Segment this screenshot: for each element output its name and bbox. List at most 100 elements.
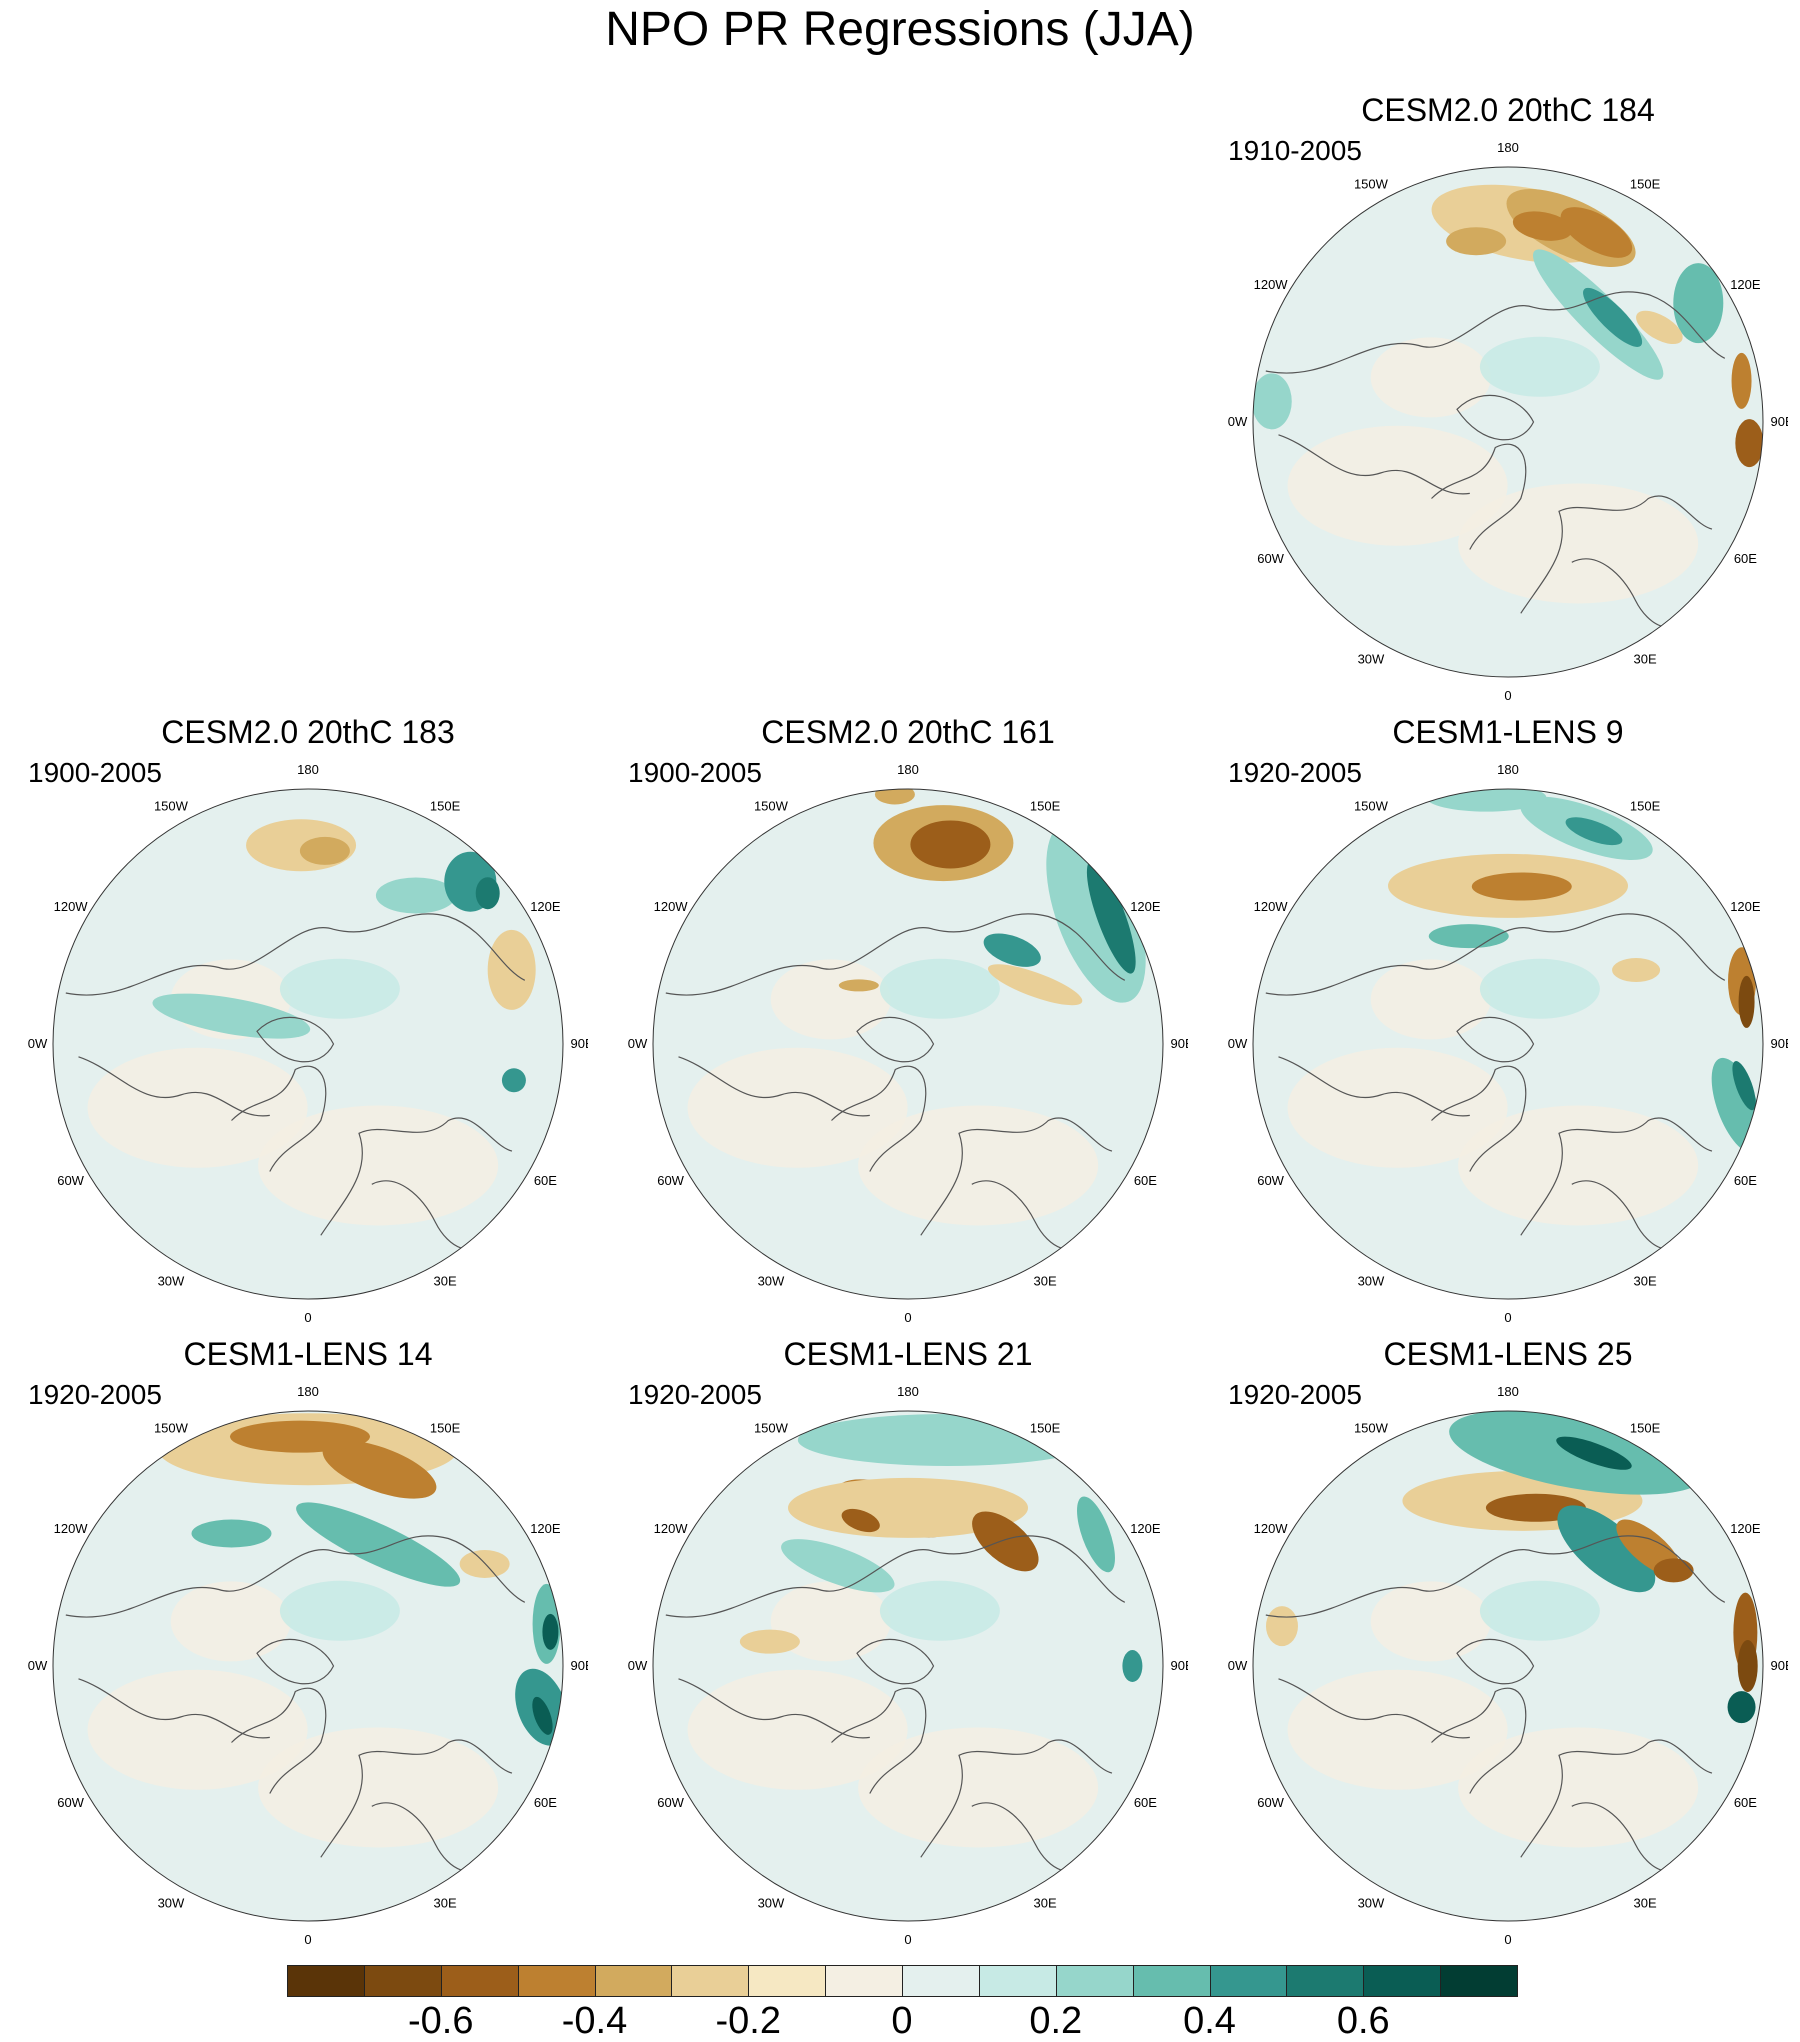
coastline: [1431, 1687, 1527, 1794]
anomaly-contour: [1735, 419, 1763, 468]
anomaly-patch: [858, 1727, 1099, 1848]
longitude-label: 150E: [1630, 1421, 1661, 1436]
longitude-label: 120W: [654, 1521, 689, 1536]
anomaly-patch: [1370, 337, 1491, 418]
anomaly-contour: [972, 1511, 1039, 1572]
anomaly-contour: [838, 979, 879, 992]
anomaly-contour: [874, 789, 915, 805]
coastline: [231, 1065, 327, 1172]
longitude-label: 90E: [1771, 1036, 1788, 1051]
map-panel: 180 150E 120E 90E 60E 30E 0 30W 60W 90W 120W 150W C…: [628, 712, 1188, 1332]
longitude-label: 150W: [154, 799, 189, 814]
colorbar-swatch: [363, 1965, 442, 1997]
longitude-label: 180: [1497, 762, 1519, 777]
longitude-label: 120W: [654, 899, 689, 914]
coastline: [1456, 1638, 1535, 1685]
colorbar-tick-label: -0.6: [408, 2000, 474, 2042]
anomaly-contour: [1446, 227, 1507, 256]
colorbar-swatch: [1132, 1965, 1211, 1997]
longitude-label: 60E: [534, 1173, 557, 1188]
colorbar-swatch: [825, 1965, 903, 1997]
anomaly-patch: [87, 1669, 308, 1790]
coastline: [920, 1739, 1113, 1858]
panel-title: CESM2.0 20thC 184: [1361, 92, 1655, 128]
longitude-label: 60W: [57, 1795, 84, 1810]
map-boundary: [1252, 1410, 1764, 1922]
longitude-label: 90E: [1171, 1036, 1188, 1051]
anomaly-contour: [296, 1502, 461, 1587]
anomaly-patch: [170, 1581, 291, 1662]
longitude-label: 90W: [1228, 1036, 1248, 1051]
coastline: [665, 1535, 1126, 1618]
anomaly-contour: [781, 1539, 895, 1593]
map-panel: 180 150E 120E 90E 60E 30E 0 30W 60W 90W 120W 150W C…: [1228, 712, 1788, 1332]
longitude-label: 90W: [28, 1658, 48, 1673]
longitude-label: 90W: [1228, 1658, 1248, 1673]
coastline: [78, 1678, 270, 1739]
longitude-label: 90E: [1771, 1658, 1788, 1673]
longitude-label: 60E: [1734, 1173, 1757, 1188]
longitude-label: 120W: [1254, 277, 1289, 292]
anomaly-contour: [1565, 817, 1623, 846]
longitude-label: 60W: [57, 1173, 84, 1188]
coastline: [856, 1638, 935, 1685]
longitude-label: 120W: [54, 899, 89, 914]
anomaly-patch: [770, 959, 891, 1040]
longitude-label: 60W: [1257, 551, 1284, 566]
colorbar-swatch: [1286, 1965, 1365, 1997]
longitude-label: 150W: [1354, 799, 1389, 814]
anomaly-patch: [1287, 425, 1508, 546]
coastline: [320, 1117, 513, 1236]
longitude-label: 60E: [1134, 1795, 1157, 1810]
coastline: [856, 1016, 935, 1063]
longitude-label: 30E: [1033, 1273, 1056, 1288]
anomaly-contour: [475, 877, 500, 910]
coastline: [65, 1535, 526, 1618]
anomaly-contour: [739, 1629, 800, 1654]
anomaly-patch: [858, 1105, 1099, 1226]
anomaly-contour: [375, 877, 456, 914]
colorbar-swatch: [517, 1965, 596, 1997]
colorbar-swatch: [671, 1965, 750, 1997]
coastline: [1520, 1117, 1713, 1236]
longitude-label: 120E: [530, 1521, 561, 1536]
colorbar-swatch: [440, 1965, 519, 1997]
coastline: [1456, 394, 1535, 441]
longitude-label: 150W: [754, 1421, 789, 1436]
coastline: [1456, 1016, 1535, 1063]
anomaly-contour: [1253, 373, 1292, 430]
longitude-label: 150W: [154, 1421, 189, 1436]
longitude-label: 120E: [1730, 1521, 1761, 1536]
coastline: [65, 913, 526, 996]
anomaly-contour: [299, 836, 350, 865]
panel-period: 1920-2005: [1228, 1379, 1362, 1410]
coastline: [678, 1056, 870, 1117]
longitude-label: 120E: [1130, 899, 1161, 914]
longitude-label: 0: [1504, 1310, 1511, 1325]
longitude-label: 90W: [628, 1036, 648, 1051]
panel-title: CESM1-LENS 25: [1383, 1336, 1633, 1372]
longitude-label: 150E: [1630, 799, 1661, 814]
anomaly-patch: [1458, 483, 1699, 604]
panel-title: CESM2.0 20thC 161: [761, 714, 1055, 750]
anomaly-contour: [1086, 860, 1136, 974]
panel-title: CESM1-LENS 14: [183, 1336, 433, 1372]
map-panel: 180 150E 120E 90E 60E 30E 0 30W 60W 90W 120W 150W C…: [628, 1334, 1188, 1954]
anomaly-contour: [532, 1696, 553, 1735]
anomaly-contour: [1727, 1691, 1756, 1724]
map-panel: 180 150E 120E 90E 60E 30E 0 30W 60W 90W 120W 150W C…: [1228, 90, 1788, 710]
polar-map: 180 150E 120E 90E 60E 30E 0 30W 60W 90W 120W 150W: [28, 1384, 588, 1947]
panel-period: 1920-2005: [628, 1379, 762, 1410]
longitude-label: 30W: [158, 1273, 185, 1288]
coastline: [831, 1065, 927, 1172]
longitude-label: 60W: [657, 1173, 684, 1188]
longitude-label: 30W: [1358, 651, 1385, 666]
anomaly-contour: [1636, 310, 1683, 345]
longitude-label: 60W: [1257, 1173, 1284, 1188]
anomaly-patch: [1479, 336, 1600, 397]
anomaly-patch: [1458, 1727, 1699, 1848]
anomaly-contour: [322, 1440, 437, 1499]
longitude-label: 150W: [1354, 177, 1389, 192]
map-boundary: [52, 1410, 564, 1922]
anomaly-patch: [1287, 1669, 1508, 1790]
